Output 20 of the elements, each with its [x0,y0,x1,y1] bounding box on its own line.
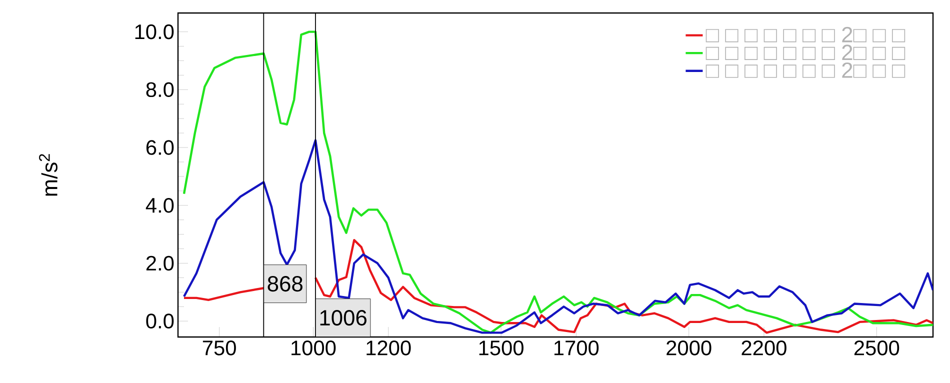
x-tick-label: 2200 [742,340,786,356]
ref-line-label: 1006 [320,310,366,326]
x-tick-label: 2000 [666,340,712,356]
y-tick-label: 0.0 [146,314,174,328]
ref-line-label: 868 [268,276,302,292]
x-tick-label: 750 [202,340,236,356]
y-tick-label: 6.0 [146,140,174,155]
y-tick-label: 2.0 [146,256,174,271]
legend-label: □ □ □ □ □ □ □ 2□ □ □ [706,44,906,60]
y-tick-label: 4.0 [146,198,174,213]
x-tick-label: 1700 [554,340,599,356]
y-tick-label: 8.0 [146,82,174,98]
legend-label: □ □ □ □ □ □ □ 2□ □ □ [706,62,906,78]
x-tick-label: 1000 [292,340,336,356]
legend-label: □ □ □ □ □ □ □ 2□ □ □ [706,26,906,42]
y-tick-label: 10.0 [135,24,174,40]
x-tick-label: 1200 [366,340,411,356]
x-tick-label: 1500 [479,340,524,356]
y-axis-title: m/s$^{2}$ [39,154,58,196]
x-tick-label: 2500 [854,340,900,356]
